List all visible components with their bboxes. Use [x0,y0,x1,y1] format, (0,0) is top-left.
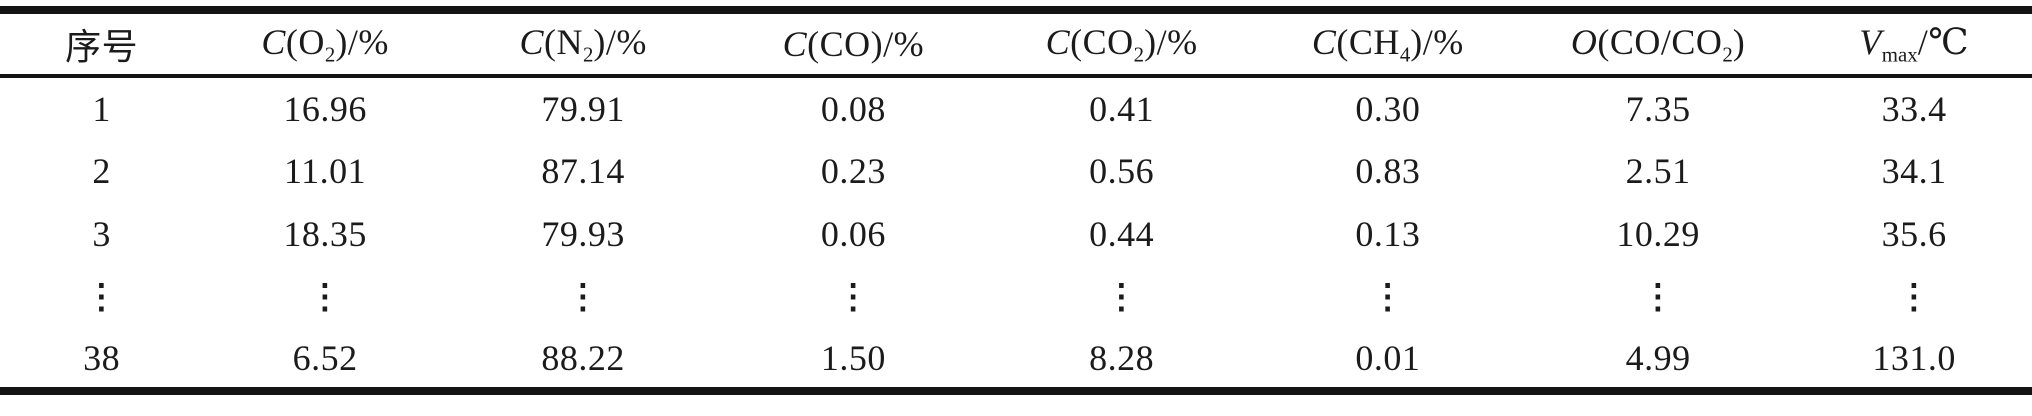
table-cell: 0.08 [820,88,886,129]
ellipsis-cell: ⋮ [1640,278,1676,316]
header-row: 序号 C(O2)/% C(N2)/% C(CO)/% C(CO2)/% C(CH4)/% O… [0,10,2032,76]
table-cell: 18.35 [283,213,367,254]
table-cell: 0.44 [1089,213,1155,254]
table-cell: 2 [92,150,111,191]
ellipsis-cell: ⋮ [1370,278,1406,316]
table-cell: 2.51 [1625,150,1691,191]
header-text: )/% [593,21,647,62]
header-subscript: 2 [1722,42,1733,67]
table-cell: 131.0 [1872,337,1956,378]
table-cell: 0.06 [820,213,886,254]
ellipsis-cell: ⋮ [307,278,343,316]
header-subscript: 2 [324,42,336,67]
table-cell: 0.23 [820,150,886,191]
table-row-38: 38 6.52 88.22 1.50 8.28 0.01 4.99 131.0 [0,328,2032,391]
header-subscript: 2 [582,42,594,67]
table-cell: 7.35 [1625,88,1691,129]
header-text: 序号 [65,27,139,67]
table-cell: 79.91 [541,88,625,129]
table-cell: 0.01 [1355,337,1421,378]
table-cell: 38 [83,337,121,378]
header-text: (O [285,21,325,62]
table-cell: 10.29 [1616,213,1700,254]
header-text: C [519,21,544,62]
table-cell: 8.28 [1089,337,1155,378]
table-row-3: 3 18.35 79.93 0.06 0.44 0.13 10.29 35.6 [0,202,2032,265]
ellipsis-cell: ⋮ [836,278,871,316]
header-text: (CO [1070,21,1134,62]
table-cell: 87.14 [541,150,625,191]
header-text: /℃ [1917,21,1969,62]
table-cell: 88.22 [541,337,625,378]
header-subscript: 2 [1133,42,1145,67]
table-row-1: 1 16.96 79.91 0.08 0.41 0.30 7.35 33.4 [0,76,2032,139]
ellipsis-cell: ⋮ [1896,278,1932,316]
table-cell: 0.56 [1089,150,1155,191]
column-header-index: 序号 [0,10,203,76]
header-subscript: 4 [1399,42,1411,67]
column-header-o-co-co2: O(CO/CO2) [1520,10,1796,76]
table-header: 序号 C(O2)/% C(N2)/% C(CO)/% C(CO2)/% C(CH4)/% O… [0,10,2032,76]
gas-concentration-table: 序号 C(O2)/% C(N2)/% C(CO)/% C(CO2)/% C(CH4)/% O… [0,6,2032,395]
header-text: (N [543,21,583,62]
table-cell: 6.52 [292,337,358,378]
table-cell: 11.01 [284,150,367,191]
header-subscript: max [1881,42,1918,67]
table-cell: 4.99 [1625,337,1691,378]
data-table-wrap: 序号 C(O2)/% C(N2)/% C(CO)/% C(CO2)/% C(CH4)/% O… [0,6,2032,395]
table-cell: 3 [92,213,111,254]
header-text: C [1045,21,1071,62]
table-cell: 0.83 [1355,150,1421,191]
column-header-c-o2: C(O2)/% [203,10,447,76]
header-text: )/% [1144,21,1198,62]
table-cell: 1.50 [820,337,886,378]
table-cell: 35.6 [1881,213,1947,254]
table-cell: 16.96 [283,88,367,129]
header-text: )/% [335,21,389,62]
column-header-c-ch4: C(CH4)/% [1256,10,1520,76]
column-header-c-co: C(CO)/% [719,10,987,76]
ellipsis-cell: ⋮ [84,278,119,316]
table-cell: 33.4 [1881,88,1947,129]
header-text: C [782,24,808,64]
table-cell: 1 [92,88,111,129]
header-text: C [261,21,286,62]
header-text: (CO/CO [1597,21,1723,62]
header-text: V [1859,21,1882,62]
table-cell: 0.41 [1089,88,1155,129]
header-text: O [1570,21,1598,62]
header-text: (CH [1336,21,1400,62]
header-text: C [1311,21,1337,62]
header-text: )/% [1410,21,1464,62]
table-cell: 79.93 [541,213,625,254]
table-cell: 34.1 [1881,150,1947,191]
table-row-2: 2 11.01 87.14 0.23 0.56 0.83 2.51 34.1 [0,139,2032,202]
table-cell: 0.30 [1355,88,1421,129]
column-header-c-co2: C(CO2)/% [988,10,1256,76]
table-row-ellipsis: ⋮ ⋮ ⋮ ⋮ ⋮ ⋮ ⋮ ⋮ [0,265,2032,328]
column-header-v-max: Vmax/℃ [1796,10,2032,76]
ellipsis-cell: ⋮ [565,278,601,316]
ellipsis-cell: ⋮ [1104,278,1139,316]
header-text: (CO)/% [807,24,925,64]
table-cell: 0.13 [1355,213,1421,254]
header-text: ) [1732,21,1746,62]
table-body: 1 16.96 79.91 0.08 0.41 0.30 7.35 33.4 2 11.01 87.… [0,76,2032,391]
column-header-c-n2: C(N2)/% [447,10,719,76]
